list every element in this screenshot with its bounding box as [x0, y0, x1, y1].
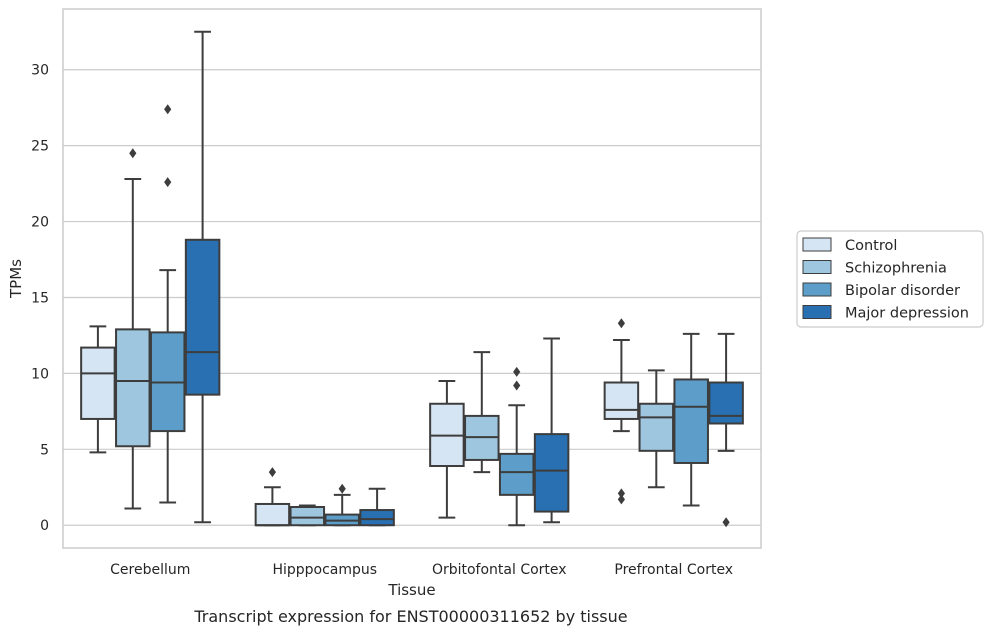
box-body [115, 328, 151, 448]
flier-0 [268, 467, 276, 478]
y-tick-label-10: 10 [31, 366, 49, 382]
legend-label-2: Bipolar disorder [845, 283, 960, 299]
y-tick-label-0: 0 [40, 518, 49, 534]
flier-0 [617, 318, 625, 329]
x-tick-label-2: Orbitofontal Cortex [432, 562, 567, 578]
box-1-3 [359, 487, 395, 527]
box-body [289, 506, 326, 527]
box-1-1 [289, 504, 326, 527]
legend-label-1: Schizophrenia [845, 261, 947, 277]
box-3-1 [638, 369, 675, 489]
box-3-2 [673, 332, 709, 507]
box-body [708, 381, 744, 425]
y-tick-label-25: 25 [31, 139, 49, 155]
box-2-1 [464, 351, 500, 474]
flier-0 [129, 148, 137, 159]
box-0-1 [115, 148, 151, 510]
y-tick-label-5: 5 [40, 442, 49, 458]
legend-label-3: Major depression [845, 306, 969, 322]
flier-1 [617, 488, 625, 499]
box-body [254, 502, 291, 527]
flier-0 [338, 483, 346, 494]
box-body [673, 378, 709, 464]
y-tick-labels: 0 5 10 15 20 25 30 [31, 63, 49, 534]
box-body [359, 509, 395, 527]
box-body [498, 452, 535, 496]
flier-0 [513, 366, 521, 377]
box-1-0 [254, 467, 291, 527]
x-tick-label-1: Hipppocampus [272, 562, 377, 578]
box-body [184, 238, 221, 396]
legend-swatch-1 [802, 260, 832, 274]
y-tick-label-30: 30 [31, 63, 49, 79]
box-0-2 [149, 104, 186, 504]
box-2-3 [533, 337, 570, 524]
boxes [80, 30, 744, 528]
x-tick-label-0: Cerebellum [110, 562, 190, 578]
box-body [603, 381, 640, 420]
flier-0 [722, 517, 730, 528]
legend-frame [796, 230, 984, 328]
y-axis-label: TPMs [7, 259, 25, 299]
box-1-2 [324, 483, 360, 527]
box-body [533, 433, 570, 513]
flier-2 [617, 494, 625, 505]
x-tick-label-3: Prefrontal Cortex [614, 562, 733, 578]
legend: Control Schizophrenia Bipolar disorder Majo… [796, 230, 984, 328]
flier-0 [164, 104, 172, 115]
legend-swatch-2 [802, 282, 832, 297]
chart-caption: Transcript expression for ENST0000031165… [193, 607, 627, 626]
flier-1 [513, 380, 521, 391]
legend-swatch-0 [802, 237, 832, 252]
y-tick-label-15: 15 [31, 290, 49, 306]
box-body [80, 346, 116, 420]
legend-swatch-3 [802, 305, 832, 319]
box-3-0 [603, 318, 640, 505]
x-tick-labels: Cerebellum Hipppocampus Orbitofontal Corte… [110, 562, 733, 578]
box-2-0 [429, 379, 465, 519]
y-tick-label-20: 20 [31, 215, 49, 231]
box-0-3 [184, 30, 221, 524]
box-2-2 [498, 366, 535, 527]
box-3-3 [708, 332, 744, 528]
plot-frame [62, 8, 762, 549]
flier-1 [164, 177, 172, 188]
legend-label-0: Control [845, 238, 897, 254]
box-body [638, 402, 675, 452]
x-axis-label: Tissue [387, 581, 435, 599]
box-0-0 [80, 325, 116, 454]
